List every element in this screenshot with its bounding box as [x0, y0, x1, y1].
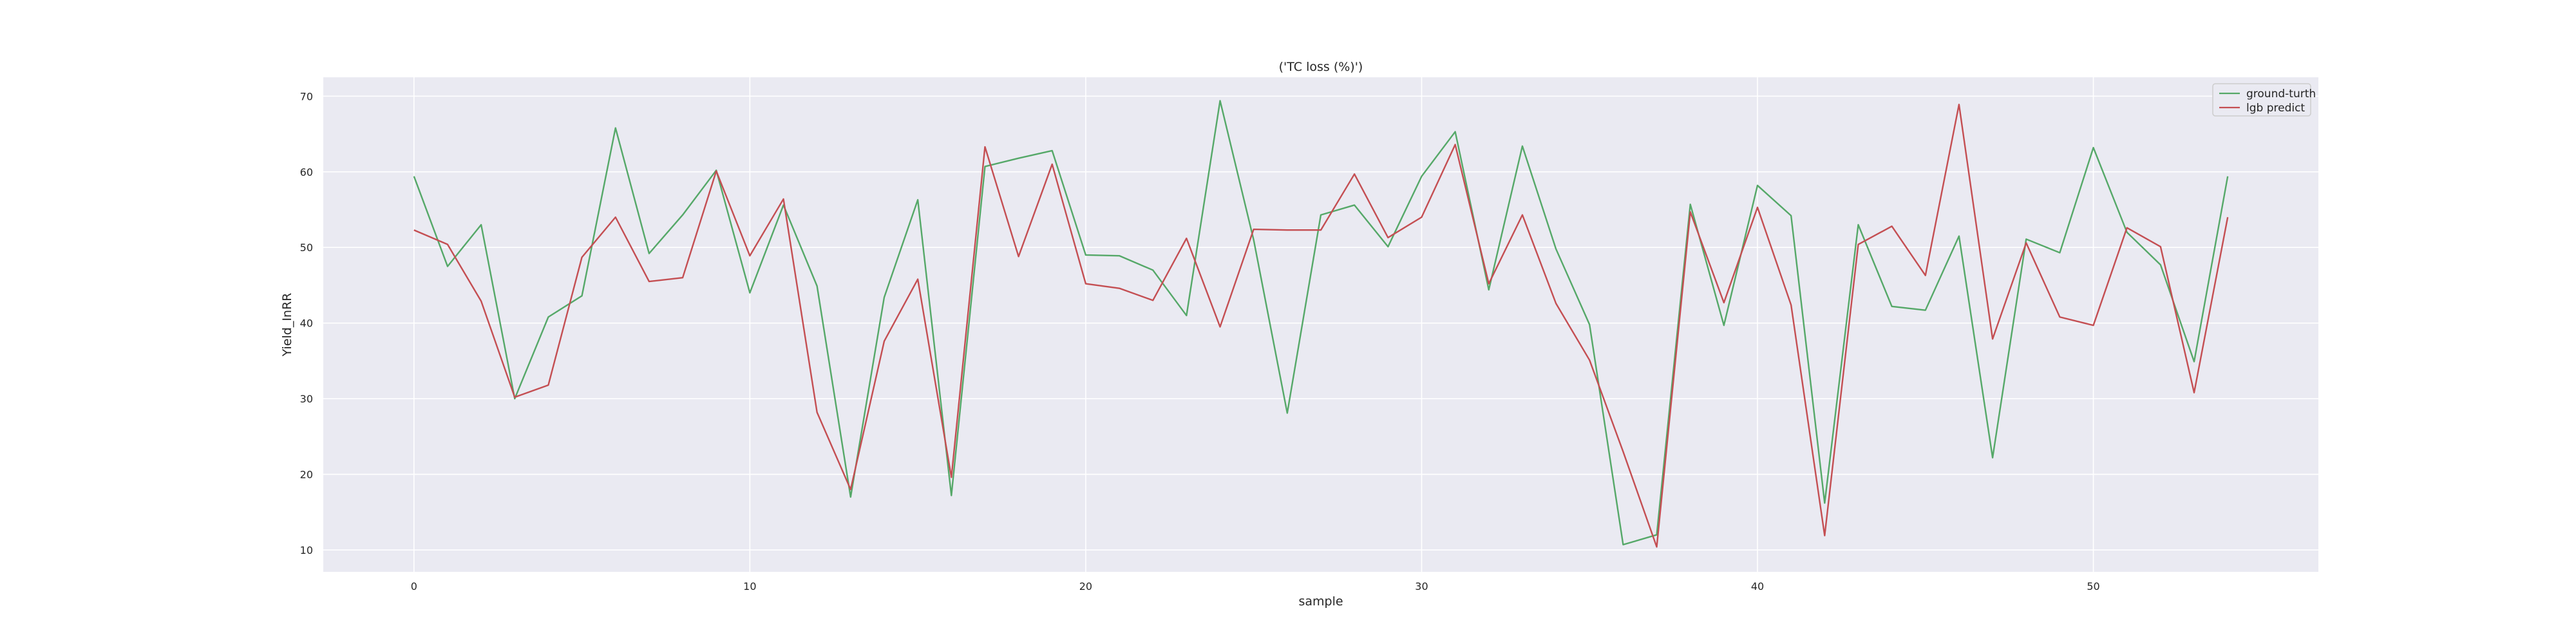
series-line-lgb-predict [413, 104, 2229, 548]
y-tick-label: 10 [300, 544, 313, 556]
chart-title: ('TC loss (%)') [1279, 60, 1363, 74]
legend-label-lgb-predict: lgb predict [2246, 102, 2305, 115]
plot-background [323, 77, 2318, 572]
y-tick-label: 60 [300, 166, 313, 178]
legend: ground-turth lgb predict [2212, 83, 2316, 117]
x-tick-label: 40 [1751, 580, 1764, 592]
y-axis-label: Yield_InRR [280, 293, 294, 357]
y-tick-label: 20 [300, 469, 313, 481]
x-tick-label: 0 [411, 580, 417, 592]
grid [323, 77, 2318, 572]
tick-labels: 0 10 20 30 40 50 10 20 30 40 50 60 70 [300, 90, 2100, 592]
y-tick-label: 70 [300, 90, 313, 102]
x-tick-label: 50 [2087, 580, 2099, 592]
x-tick-label: 30 [1415, 580, 1428, 592]
x-tick-label: 10 [743, 580, 756, 592]
legend-label-ground-turth: ground-turth [2246, 88, 2316, 100]
y-tick-label: 50 [300, 242, 313, 254]
series-lines [413, 100, 2229, 548]
x-axis-label: sample [1298, 594, 1343, 609]
y-tick-label: 40 [300, 317, 313, 330]
x-tick-label: 20 [1079, 580, 1092, 592]
y-tick-label: 30 [300, 393, 313, 405]
